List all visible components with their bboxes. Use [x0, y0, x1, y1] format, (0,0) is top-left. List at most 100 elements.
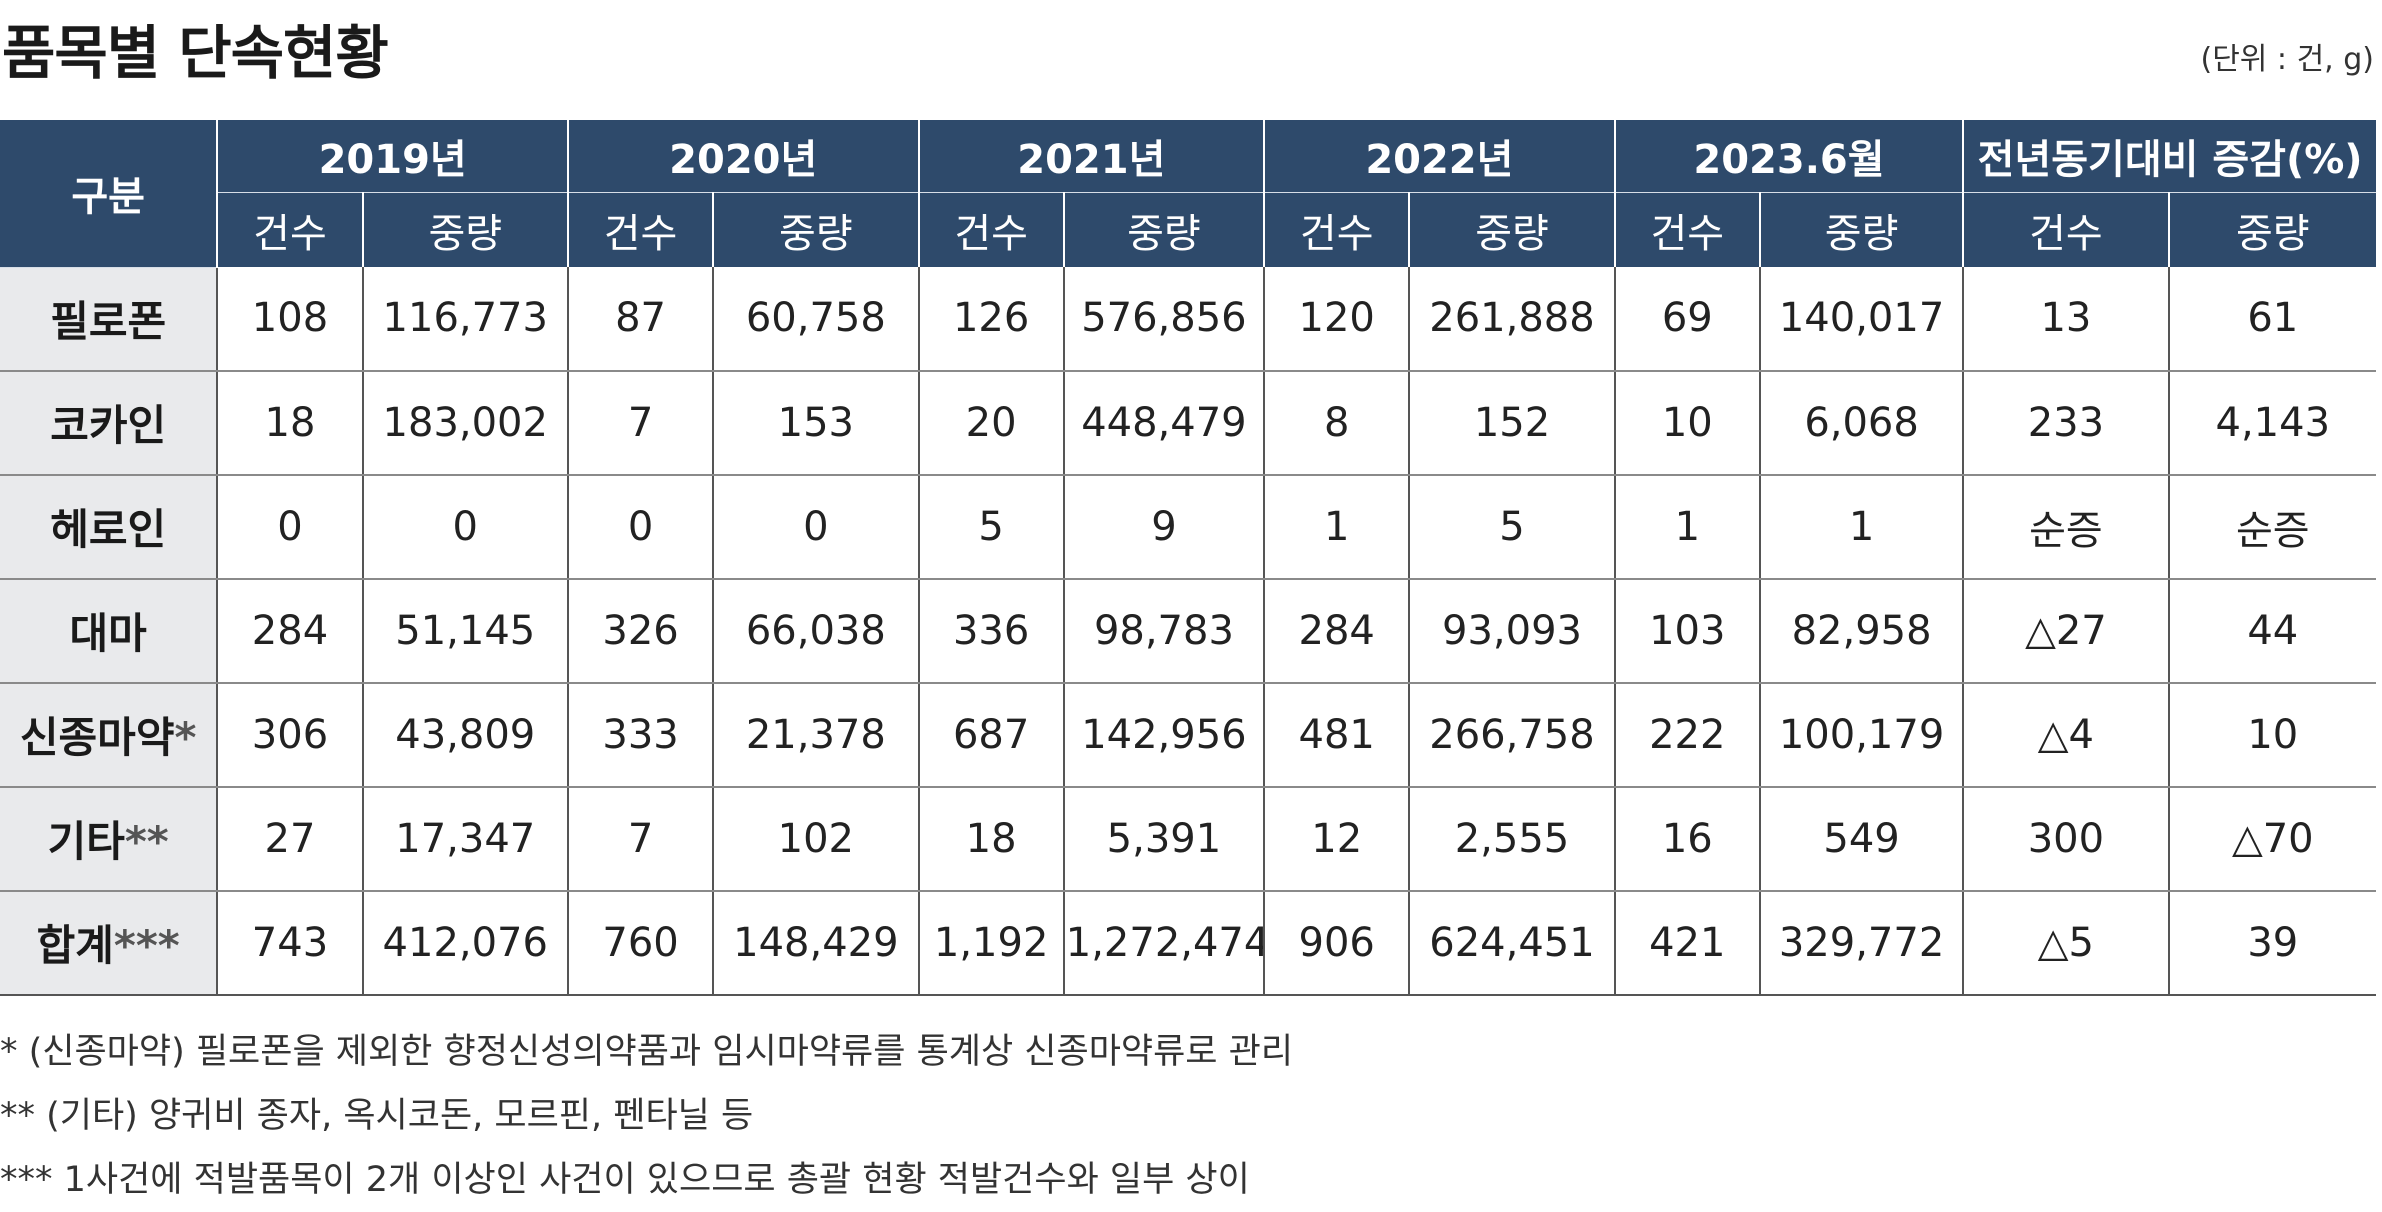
- table-cell: 2,555: [1409, 786, 1616, 892]
- footnote-mark: *: [174, 713, 197, 762]
- table-cell: 4,143: [2168, 370, 2376, 476]
- table-cell: 27: [217, 786, 364, 892]
- table-body: 필로폰 108 116,773 87 60,758 126 576,856 120 261,88…: [0, 267, 2376, 996]
- table-cell: 66,038: [713, 578, 920, 684]
- subheader: 중량: [361, 192, 569, 267]
- table-cell: 153: [713, 370, 920, 476]
- row-header: 신종마약*: [0, 682, 219, 788]
- header-change: 전년동기대비 증감(%): [1962, 120, 2376, 193]
- table-cell: 13: [1963, 267, 2170, 372]
- table-cell: 7: [567, 370, 715, 476]
- table-cell: 760: [567, 890, 715, 996]
- table-cell: 16: [1614, 786, 1761, 892]
- table-cell: 93,093: [1409, 578, 1616, 684]
- table-cell: 21,378: [713, 682, 920, 788]
- table-cell: 5: [918, 474, 1065, 580]
- table-cell: 39: [2168, 890, 2376, 996]
- table-cell: 412,076: [362, 890, 569, 996]
- row-label: 코카인: [50, 401, 167, 450]
- row-header: 기타**: [0, 786, 219, 892]
- subheader: 중량: [2167, 192, 2376, 267]
- table-row: 합계*** 743 412,076 760 148,429 1,192 1,272,474 9…: [0, 890, 2376, 996]
- table-cell: 183,002: [362, 370, 569, 476]
- table-row: 코카인 18 183,002 7 153 20 448,479 8 152 10 6,068 233 4…: [0, 370, 2376, 476]
- table-cell: 5: [1409, 474, 1616, 580]
- table-cell: 261,888: [1409, 267, 1616, 372]
- table-cell: 448,479: [1063, 370, 1266, 476]
- table-cell: 481: [1264, 682, 1411, 788]
- table-cell: 284: [217, 578, 364, 684]
- table-cell: 44: [2168, 578, 2376, 684]
- table-cell: 333: [567, 682, 715, 788]
- row-header: 헤로인: [0, 474, 219, 580]
- table-cell: 17,347: [362, 786, 569, 892]
- table-cell: 148,429: [713, 890, 920, 996]
- table-cell: 142,956: [1063, 682, 1266, 788]
- table-cell: 624,451: [1409, 890, 1616, 996]
- table-cell: 326: [567, 578, 715, 684]
- footnote: *** 1사건에 적발품목이 2개 이상인 사건이 있으므로 총괄 현황 적발건…: [0, 1160, 1250, 1200]
- table-cell: 152: [1409, 370, 1616, 476]
- table-cell: 100,179: [1759, 682, 1965, 788]
- table-cell: 8: [1264, 370, 1411, 476]
- table-cell: 743: [217, 890, 364, 996]
- table-cell: 12: [1264, 786, 1411, 892]
- table-cell: 43,809: [362, 682, 569, 788]
- table-cell: 7: [567, 786, 715, 892]
- header-year: 2019년: [216, 120, 569, 193]
- table-row: 필로폰 108 116,773 87 60,758 126 576,856 120 261,88…: [0, 267, 2376, 372]
- row-label: 합계: [36, 921, 114, 970]
- table-cell: 126: [918, 267, 1065, 372]
- subheader: 건수: [1613, 192, 1761, 267]
- table-cell: 18: [918, 786, 1065, 892]
- row-label: 기타: [47, 817, 125, 866]
- table-cell: 순증: [2168, 474, 2376, 580]
- table-cell: △27: [1963, 578, 2170, 684]
- subheader: 건수: [566, 192, 715, 267]
- subheader: 중량: [1408, 192, 1616, 267]
- table-row: 대마 284 51,145 326 66,038 336 98,783 284 93,093 10…: [0, 578, 2376, 684]
- table-cell: 1,272,474: [1063, 890, 1266, 996]
- table-cell: 0: [217, 474, 364, 580]
- subheader: 중량: [712, 192, 920, 267]
- table-cell: 1: [1759, 474, 1965, 580]
- table-cell: 10: [2168, 682, 2376, 788]
- table-cell: 5,391: [1063, 786, 1266, 892]
- header-year: 2021년: [917, 120, 1266, 193]
- row-header: 대마: [0, 578, 219, 684]
- table-cell: 284: [1264, 578, 1411, 684]
- table-row: 신종마약* 306 43,809 333 21,378 687 142,956 481 266,…: [0, 682, 2376, 788]
- header-corner: 구분: [0, 120, 219, 268]
- table-cell: 9: [1063, 474, 1266, 580]
- table-cell: 61: [2168, 267, 2376, 372]
- table-cell: 순증: [1963, 474, 2170, 580]
- table-cell: 549: [1759, 786, 1965, 892]
- row-header: 합계***: [0, 890, 219, 996]
- subheader: 건수: [917, 192, 1065, 267]
- table-cell: 0: [567, 474, 715, 580]
- row-header: 코카인: [0, 370, 219, 476]
- subheader: 중량: [1758, 192, 1965, 267]
- row-label: 신종마약: [19, 713, 175, 762]
- subheader: 건수: [1263, 192, 1411, 267]
- header-year: 2023.6월: [1613, 120, 1965, 193]
- table-cell: 102: [713, 786, 920, 892]
- footnote: ** (기타) 양귀비 종자, 옥시코돈, 모르핀, 펜타닐 등: [0, 1096, 754, 1136]
- subheader: 건수: [1962, 192, 2170, 267]
- footnote-mark: **: [124, 817, 169, 866]
- table-cell: 1,192: [918, 890, 1065, 996]
- table-cell: 336: [918, 578, 1065, 684]
- table-cell: 60,758: [713, 267, 920, 372]
- row-label: 필로폰: [50, 297, 167, 346]
- table-cell: 18: [217, 370, 364, 476]
- table-cell: 300: [1963, 786, 2170, 892]
- table-cell: 0: [713, 474, 920, 580]
- table-cell: 687: [918, 682, 1065, 788]
- table-row: 헤로인 0 0 0 0 5 9 1 5 1 1 순증 순증: [0, 474, 2376, 580]
- table-cell: 233: [1963, 370, 2170, 476]
- table-cell: 116,773: [362, 267, 569, 372]
- table-cell: 51,145: [362, 578, 569, 684]
- table-cell: 329,772: [1759, 890, 1965, 996]
- table-cell: 222: [1614, 682, 1761, 788]
- table-cell: △4: [1963, 682, 2170, 788]
